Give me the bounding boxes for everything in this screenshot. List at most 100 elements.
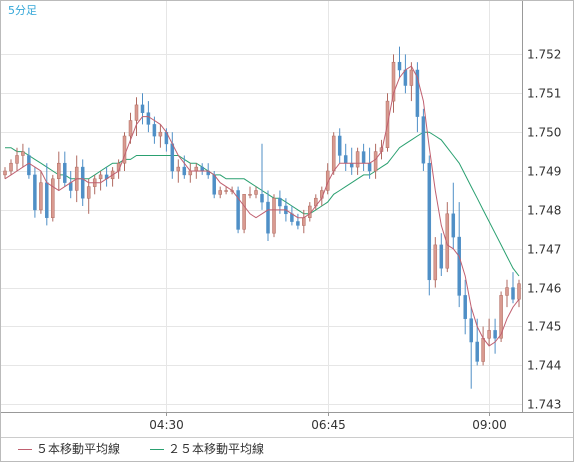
candle-body xyxy=(511,287,515,300)
candle-body xyxy=(415,69,420,117)
candle xyxy=(505,279,509,308)
candle-body xyxy=(266,201,270,234)
candle-body xyxy=(421,116,426,164)
candle xyxy=(33,167,37,218)
candle-body xyxy=(517,283,521,300)
candle-body xyxy=(98,174,103,180)
candle-body xyxy=(260,194,264,203)
candle xyxy=(409,62,414,102)
candle xyxy=(337,128,342,164)
candle-body xyxy=(427,162,432,281)
x-tick-label: 09:00 xyxy=(472,418,507,432)
candle xyxy=(272,194,276,238)
candle xyxy=(463,279,467,335)
candle-body xyxy=(278,197,282,207)
candle xyxy=(182,155,187,179)
candle-body xyxy=(451,213,456,238)
legend: ５本移動平均線 ２５本移動平均線 xyxy=(0,437,574,462)
y-tick-label: 1.751 xyxy=(527,87,561,101)
candle xyxy=(134,97,139,136)
candle xyxy=(9,159,13,175)
candle-body xyxy=(86,186,91,199)
candle xyxy=(355,147,360,175)
candle xyxy=(140,93,145,125)
candle-body xyxy=(367,162,372,172)
candle-body xyxy=(3,170,7,176)
candle xyxy=(21,143,25,168)
candle-body xyxy=(57,162,61,179)
y-tick-label: 1.750 xyxy=(527,126,561,140)
candle xyxy=(457,202,461,308)
candle xyxy=(242,194,246,234)
tick-labels: 1.752 1.751 1.750 1.749 1.748 1.747 1.746 1.745… xyxy=(149,48,561,433)
chart-title: 5分足 xyxy=(8,4,37,17)
y-tick-label: 1.752 xyxy=(527,48,561,62)
candle xyxy=(469,307,473,389)
candle xyxy=(86,178,91,214)
candle-body xyxy=(176,166,181,172)
legend-ma5-swatch xyxy=(18,449,32,450)
candle xyxy=(3,167,7,179)
candle-body xyxy=(27,155,31,176)
y-tick-label: 1.745 xyxy=(527,320,561,334)
y-tick-label: 1.748 xyxy=(527,204,561,218)
candle xyxy=(433,237,438,288)
candle-body xyxy=(152,124,157,137)
legend-ma5-label: ５本移動平均線 xyxy=(36,442,121,456)
x-tick-label: 04:30 xyxy=(149,418,184,432)
candle-body xyxy=(182,166,187,176)
candle xyxy=(415,62,420,133)
y-tick-label: 1.749 xyxy=(527,165,561,179)
candle xyxy=(224,186,228,195)
y-tick-label: 1.747 xyxy=(527,243,561,257)
candle-body xyxy=(9,162,13,172)
candle xyxy=(63,151,67,187)
y-tick-label: 1.746 xyxy=(527,282,561,296)
candle-body xyxy=(21,151,25,156)
ma5-line xyxy=(4,65,520,347)
x-tick-label: 06:45 xyxy=(311,418,346,432)
candle-body xyxy=(33,174,37,211)
candle-body xyxy=(45,182,49,218)
legend-ma25-swatch xyxy=(150,449,164,450)
candle-body xyxy=(463,295,467,319)
candle xyxy=(451,182,456,249)
candle-body xyxy=(63,162,67,183)
candle-body xyxy=(391,61,396,102)
candle xyxy=(158,124,163,148)
candle-body xyxy=(146,112,151,125)
candle-body xyxy=(343,155,348,164)
candle xyxy=(260,143,264,210)
candle xyxy=(39,171,43,214)
candle-body xyxy=(361,151,366,164)
candle-body xyxy=(331,135,336,172)
candle xyxy=(236,186,240,234)
candle-body xyxy=(122,135,127,164)
candle-body xyxy=(254,190,258,195)
candle xyxy=(15,147,19,171)
candle xyxy=(122,132,127,171)
legend-ma25-label: ２５本移動平均線 xyxy=(168,442,265,456)
y-tick-label: 1.744 xyxy=(527,359,561,373)
ma5-series xyxy=(4,65,520,347)
y-tick-label: 1.743 xyxy=(527,398,561,412)
candles xyxy=(3,46,521,389)
candle-body xyxy=(224,190,228,192)
candle xyxy=(391,54,396,113)
candle-body xyxy=(469,318,473,343)
candle xyxy=(266,190,270,241)
candle-body xyxy=(212,174,216,195)
candle xyxy=(248,186,252,199)
candle-body xyxy=(439,244,444,269)
candle-body xyxy=(433,244,438,281)
candle-body xyxy=(15,155,19,164)
candle xyxy=(57,151,61,191)
candle xyxy=(98,171,103,191)
candle xyxy=(493,318,497,354)
candle-body xyxy=(39,182,43,211)
candle-body xyxy=(302,217,306,226)
candle-body xyxy=(397,61,402,71)
candle-body xyxy=(170,143,175,172)
candle-body xyxy=(337,135,342,156)
